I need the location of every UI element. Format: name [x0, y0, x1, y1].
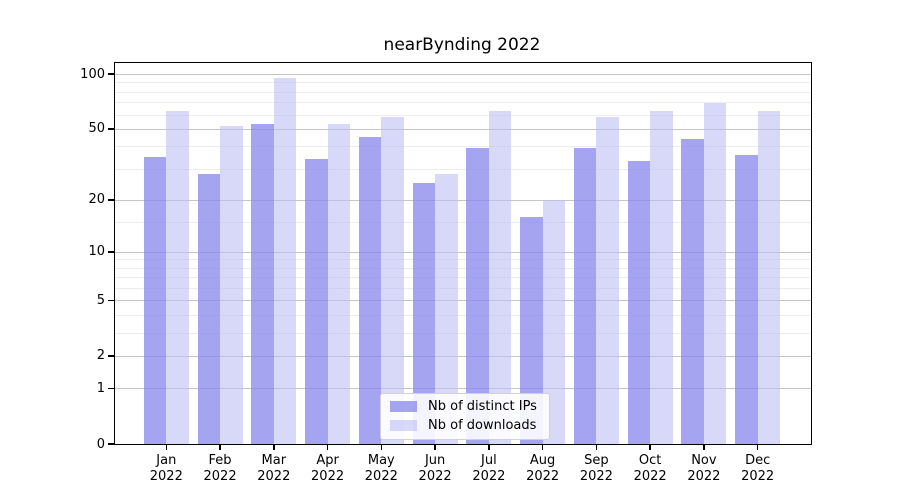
y-axis-tick: [108, 73, 114, 75]
plot-area: Nb of distinct IPs Nb of downloads 0 1 2 5 1…: [80, 62, 812, 484]
bar-downloads-jul: [488, 110, 512, 444]
gridline-minor: [115, 102, 811, 104]
y-tick-label: 50: [88, 121, 105, 137]
y-axis-tick: [108, 128, 114, 130]
gridline-minor: [115, 91, 811, 93]
x-tick-label: Jun 2022: [418, 453, 452, 484]
x-tick-label: May 2022: [364, 453, 398, 484]
x-axis-tick: [756, 445, 759, 450]
legend-item-downloads: Nb of downloads: [390, 418, 537, 433]
gridline-minor: [115, 315, 811, 316]
bar-downloads-dec: [757, 110, 781, 444]
bar-distinct-ips-aug: [520, 216, 543, 444]
bar-downloads-sep: [596, 117, 619, 444]
bar-downloads-jun: [435, 174, 458, 444]
legend-label-downloads: Nb of downloads: [428, 418, 537, 433]
bar-distinct-ips-jun: [412, 182, 436, 444]
x-tick-label: Sep 2022: [579, 453, 613, 484]
y-axis-tick: [108, 387, 114, 390]
gridline-minor: [115, 82, 811, 84]
gridline-major: [115, 251, 811, 253]
y-tick-label: 10: [88, 244, 105, 260]
x-axis-tick: [219, 445, 221, 450]
x-tick-label: Nov 2022: [687, 453, 721, 484]
bar-distinct-ips-mar: [251, 124, 274, 444]
y-tick-label: 2: [96, 348, 105, 364]
bar-distinct-ips-jan: [143, 156, 167, 444]
x-tick-label: Mar 2022: [257, 453, 291, 484]
bar-distinct-ips-oct: [627, 161, 651, 444]
gridline-minor: [115, 221, 811, 223]
legend-item-distinct-ips: Nb of distinct IPs: [390, 399, 537, 414]
gridline-major: [115, 388, 811, 390]
bar-downloads-feb: [220, 125, 243, 444]
gridline-major: [115, 300, 811, 302]
bar-distinct-ips-jul: [466, 148, 489, 444]
x-axis-tick: [165, 445, 168, 450]
gridline-major: [115, 355, 811, 357]
legend-swatch-downloads: [390, 420, 417, 431]
legend-label-distinct-ips: Nb of distinct IPs: [428, 399, 537, 414]
bar-distinct-ips-apr: [305, 159, 328, 444]
bar-downloads-mar: [273, 78, 297, 444]
x-axis-tick: [380, 445, 383, 450]
x-axis-tick: [595, 445, 598, 450]
x-axis-tick: [703, 445, 705, 450]
gridline-minor: [115, 332, 811, 334]
bar-downloads-aug: [542, 199, 566, 444]
x-axis-tick: [273, 445, 275, 450]
y-tick-label: 20: [88, 192, 105, 208]
y-tick-label: 1: [96, 380, 105, 396]
bar-downloads-jan: [166, 110, 189, 444]
bar-downloads-apr: [327, 124, 351, 444]
x-tick-label: Jan 2022: [149, 453, 183, 484]
gridline-minor: [115, 267, 811, 269]
gridline-major: [115, 74, 811, 76]
x-axis-tick: [326, 445, 329, 450]
x-tick-label: Oct 2022: [633, 453, 667, 484]
gridline-minor: [115, 288, 811, 290]
x-tick-label: Dec 2022: [741, 453, 775, 484]
x-axis-tick: [434, 445, 436, 450]
y-axis-tick: [108, 299, 114, 302]
x-axis-tick: [488, 445, 490, 450]
gridline-minor: [115, 114, 811, 116]
gridline-minor: [115, 277, 811, 279]
gridline-major: [115, 128, 811, 130]
x-tick-label: Jul 2022: [472, 453, 506, 484]
gridline-minor: [115, 146, 811, 148]
bar-distinct-ips-may: [358, 137, 382, 444]
gridline-minor: [115, 168, 811, 170]
chart-title: nearBynding 2022: [383, 35, 541, 55]
bar-downloads-oct: [650, 110, 673, 444]
y-axis-tick: [108, 199, 114, 201]
bar-downloads-may: [381, 117, 404, 444]
x-tick-label: Aug 2022: [526, 453, 560, 484]
legend-swatch-distinct-ips: [390, 401, 417, 412]
y-tick-label: 100: [80, 66, 105, 82]
y-axis-tick: [108, 355, 114, 357]
bar-distinct-ips-sep: [573, 148, 597, 444]
gridline-major: [115, 199, 811, 201]
bar-distinct-ips-dec: [735, 154, 758, 444]
bar-distinct-ips-feb: [197, 174, 221, 444]
x-tick-label: Feb 2022: [203, 453, 237, 484]
bar-distinct-ips-nov: [681, 138, 704, 444]
x-axis-tick: [541, 445, 544, 450]
y-axis-tick: [108, 251, 114, 253]
legend: Nb of distinct IPs Nb of downloads: [380, 393, 550, 440]
x-axis-tick: [649, 445, 651, 450]
gridline-minor: [115, 259, 811, 261]
bar-downloads-nov: [703, 103, 727, 444]
y-tick-label: 5: [96, 292, 105, 308]
x-tick-label: Apr 2022: [311, 453, 345, 484]
y-axis-tick: [108, 443, 114, 445]
y-tick-label: 0: [96, 436, 105, 452]
